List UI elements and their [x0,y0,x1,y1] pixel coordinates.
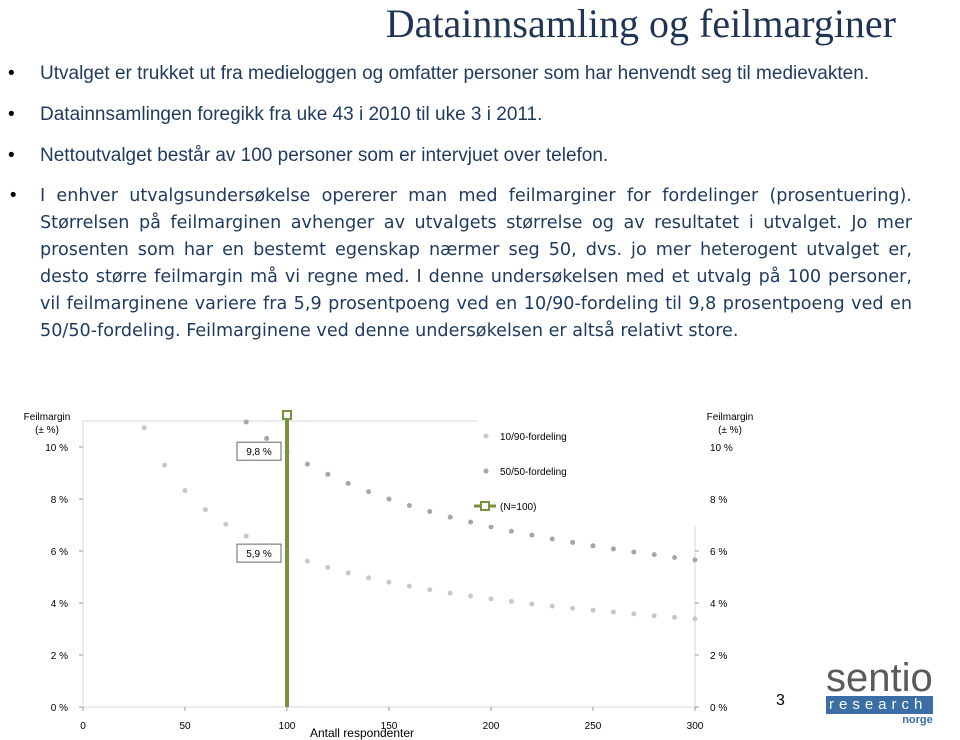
bullet: Utvalget er trukket ut fra medieloggen o… [8,60,912,87]
legend-label: (N=100) [500,502,536,513]
point [692,557,698,563]
x-tick-label: 150 [381,721,398,732]
point [406,503,412,508]
x-tick-label: 200 [483,721,500,732]
point [223,521,229,527]
legend-marker [483,433,489,439]
point [182,488,188,494]
point [366,575,372,581]
logo-line: norge [902,714,933,726]
bullet-list: Utvalget er trukket ut fra medieloggen o… [8,60,912,359]
logo: sentio research norge [826,656,933,726]
legend-label: 10/90-fordeling [500,432,567,443]
bullet: I enhver utvalgsundersøkelse opererer ma… [8,183,912,345]
point [386,496,392,502]
y2-tick-label: 8 % [710,495,727,506]
point [141,425,147,431]
point [447,590,453,596]
logo-line: research [826,696,933,714]
point [488,596,494,602]
point [304,461,310,467]
x-axis-title: Antall respondenter [310,726,414,740]
point [243,533,249,539]
point [162,462,168,468]
point [672,614,678,620]
legend-label: 50/50-fordeling [500,467,567,478]
point [570,539,576,545]
point [488,524,494,530]
x-tick-label: 300 [687,721,704,732]
point [345,480,351,486]
annotation-box [236,441,282,461]
point [570,605,576,611]
y-tick-label: 6 % [51,547,68,558]
point [304,558,310,564]
legend-marker [480,501,490,511]
point [202,507,208,513]
annotation: 9,8 % [246,447,272,458]
annotation-box [236,543,282,563]
y-tick-label: 8 % [51,495,68,506]
point [529,601,535,607]
point [447,514,453,520]
point [386,579,392,585]
y-tick-label: 4 % [51,599,68,610]
point [345,570,351,576]
point [590,607,596,613]
slide-title: Datainnsamling og feilmarginer [385,1,896,46]
point [529,532,535,538]
reference-marker [282,410,292,420]
legend-marker [483,468,489,474]
x-tick-label: 0 [80,721,86,732]
y2-tick-label: 2 % [710,651,727,662]
annotation: 5,9 % [246,549,272,560]
point [549,603,555,609]
point [468,593,474,599]
point [406,583,412,589]
x-tick-label: 100 [279,721,296,732]
y-tick-label: 10 % [45,443,68,454]
point [651,552,657,558]
point [631,549,637,555]
point [508,528,514,534]
point [264,435,270,441]
chart: Feilmargin (± %) Feilmargin (± %) 0 % 2 % 4 % 6… [24,410,754,740]
point [325,471,331,477]
y2-tick-label: 10 % [710,443,733,454]
point [366,489,372,495]
bullet: Nettoutvalget består av 100 personer som… [8,142,912,169]
point [549,536,555,542]
y-tick-label: 2 % [51,651,68,662]
point [590,543,596,549]
point [427,587,433,593]
point [631,611,637,617]
point [427,508,433,514]
point [610,546,616,552]
point [508,598,514,604]
x-tick-label: 50 [179,721,191,732]
y2-tick-label: 6 % [710,547,727,558]
legend-box [478,417,700,525]
y-tick-label: 0 % [51,703,68,714]
x-tick-label: 250 [585,721,602,732]
point [468,519,474,525]
point [325,564,331,570]
point [672,555,678,560]
y2-tick-label: 0 % [710,703,727,714]
y2-tick-label: 4 % [710,599,727,610]
point [610,609,616,615]
page-number: 3 [776,692,785,709]
y-axis-title: Feilmargin (± %) [24,412,71,436]
point [692,616,698,622]
bullet: Datainnsamlingen foregikk fra uke 43 i 2… [8,101,912,128]
logo-name: sentio [826,656,933,700]
y2-axis-title: Feilmargin (± %) [707,412,754,436]
point [651,613,657,619]
point [243,419,249,425]
